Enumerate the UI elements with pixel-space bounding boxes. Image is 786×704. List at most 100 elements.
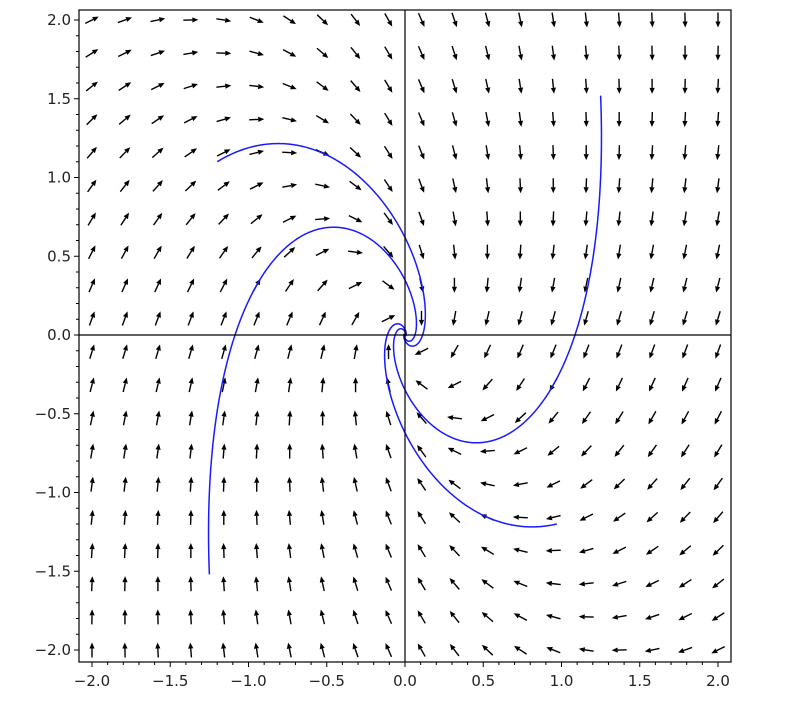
arrow-shaft	[454, 245, 455, 254]
vector-arrow	[283, 50, 296, 57]
arrow-shaft	[124, 483, 125, 492]
arrow-shaft	[652, 178, 653, 187]
arrow-shaft	[421, 582, 426, 590]
arrow-head	[155, 643, 160, 649]
vector-arrow	[650, 46, 655, 61]
vector-arrow	[516, 378, 524, 390]
arrow-shaft	[454, 311, 456, 320]
arrow-shaft	[188, 317, 191, 325]
vector-arrow	[353, 543, 358, 557]
arrow-shaft	[249, 152, 258, 154]
arrow-shaft	[453, 450, 461, 454]
arrow-shaft	[618, 513, 625, 518]
vector-arrow	[518, 145, 523, 160]
vector-arrow	[353, 444, 358, 459]
arrow-head	[386, 477, 391, 484]
arrow-head	[157, 213, 163, 219]
vector-arrow	[352, 312, 359, 325]
vector-arrow	[418, 643, 425, 656]
arrow-shaft	[317, 15, 323, 21]
arrow-shaft	[519, 583, 527, 586]
vector-arrow	[221, 576, 226, 591]
arrow-head	[518, 154, 523, 160]
arrow-shaft	[454, 649, 459, 656]
vector-arrow	[353, 510, 358, 525]
vector-arrow	[250, 182, 263, 189]
arrow-shaft	[388, 450, 391, 458]
y-tick-label: −1.5	[35, 562, 71, 580]
vector-arrow	[712, 579, 724, 588]
arrow-shaft	[519, 378, 524, 385]
arrow-head	[122, 609, 127, 615]
vector-arrow	[682, 278, 687, 293]
vector-arrow	[254, 643, 259, 658]
vector-arrow	[254, 477, 259, 492]
arrow-shaft	[156, 383, 158, 392]
arrow-shaft	[123, 350, 126, 359]
arrow-shaft	[684, 613, 692, 617]
arrow-shaft	[618, 581, 627, 584]
arrow-shaft	[283, 218, 291, 222]
vector-arrow	[120, 180, 129, 192]
vector-arrow	[715, 13, 720, 28]
arrow-head	[122, 543, 127, 549]
arrow-shaft	[520, 311, 522, 320]
arrow-shaft	[585, 514, 593, 518]
vector-arrow	[616, 345, 622, 359]
arrow-shaft	[519, 13, 521, 22]
arrow-shaft	[717, 478, 722, 485]
vector-arrow	[451, 345, 458, 358]
vector-arrow	[482, 612, 493, 622]
arrow-head	[225, 117, 231, 122]
arrow-head	[353, 410, 358, 416]
vector-arrow	[254, 543, 259, 558]
vector-arrow	[386, 344, 391, 359]
arrow-shaft	[286, 284, 291, 291]
arrow-shaft	[553, 345, 556, 353]
vector-arrow	[386, 477, 392, 491]
vector-arrow	[188, 510, 193, 525]
vector-arrow	[353, 610, 358, 624]
vector-arrow	[518, 211, 523, 226]
arrow-shaft	[685, 212, 686, 221]
arrow-shaft	[552, 412, 558, 419]
arrow-head	[646, 549, 652, 555]
arrow-head	[254, 444, 259, 450]
arrow-head	[484, 319, 489, 325]
arrow-head	[188, 477, 193, 483]
arrow-shaft	[553, 311, 555, 320]
arrow-head	[419, 320, 424, 326]
arrow-head	[518, 286, 523, 292]
arrow-head	[221, 643, 226, 649]
vector-arrow	[551, 211, 556, 226]
arrow-head	[551, 21, 556, 27]
arrow-shaft	[89, 317, 92, 325]
vector-arrow	[612, 647, 627, 652]
arrow-shaft	[552, 13, 553, 22]
arrow-shaft	[322, 383, 323, 392]
vector-arrow	[249, 117, 264, 122]
arrow-shaft	[486, 112, 488, 121]
arrow-shaft	[154, 251, 158, 259]
arrow-head	[353, 477, 358, 483]
arrow-shaft	[257, 649, 258, 658]
arrow-head	[452, 87, 457, 93]
arrow-head	[89, 609, 94, 615]
vector-arrow	[551, 112, 556, 127]
arrow-head	[258, 117, 264, 122]
vector-arrow	[646, 512, 657, 522]
arrow-head	[579, 581, 585, 586]
arrow-shaft	[718, 112, 719, 121]
vector-arrow	[315, 216, 330, 221]
vector-arrow	[89, 245, 96, 258]
vector-arrow	[419, 311, 424, 326]
arrow-head	[156, 344, 161, 350]
arrow-head	[584, 187, 589, 193]
arrow-shaft	[419, 245, 422, 254]
vector-arrow	[154, 246, 161, 259]
vector-arrow	[216, 84, 231, 89]
arrow-shaft	[189, 383, 191, 392]
vector-arrow	[485, 46, 490, 61]
arrow-shaft	[486, 616, 493, 622]
x-tick-label: 0.5	[471, 672, 495, 690]
